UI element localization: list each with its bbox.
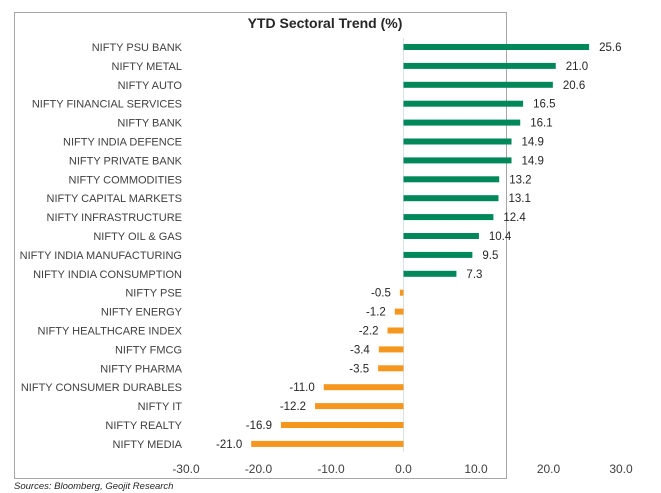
category-label: NIFTY PSU BANK [92,42,183,54]
bar [403,62,556,69]
category-label: NIFTY PRIVATE BANK [69,155,183,167]
category-label: NIFTY FMCG [115,344,182,356]
category-label: NIFTY IT [138,401,183,413]
value-label: -3.5 [349,363,369,375]
category-label: NIFTY CONSUMER DURABLES [21,382,182,394]
bar [378,365,404,372]
category-label: NIFTY COMMODITIES [69,174,182,186]
value-label: -3.4 [350,344,370,356]
value-label: -2.2 [359,326,379,338]
value-label: -12.2 [280,401,306,413]
category-label: NIFTY PSE [125,288,182,300]
value-label: 14.9 [522,155,544,167]
bar [403,119,521,126]
bar [403,138,512,145]
bars-group [251,44,590,447]
bar [403,176,500,183]
category-label: NIFTY INDIA DEFENCE [63,137,182,149]
bar [394,308,404,315]
source-note: Sources: Bloomberg, Geojit Research [14,481,174,492]
category-labels: NIFTY PSU BANK NIFTY METAL NIFTY AUTO NIFTY… [20,42,183,451]
value-label: -1.2 [366,307,386,319]
x-axis-ticks: -30.0 -20.0 -10.0 0.0 10.0 20.0 30.0 [172,462,633,476]
category-label: NIFTY METAL [112,61,183,73]
value-label: 12.4 [503,212,526,224]
value-label: 21.0 [566,61,588,73]
x-tick-label: -20.0 [245,462,273,476]
chart-title: YTD Sectoral Trend (%) [248,15,403,31]
value-label: 20.6 [563,80,585,92]
category-label: NIFTY INDIA MANUFACTURING [20,250,182,262]
category-label: NIFTY FINANCIAL SERVICES [32,99,182,111]
x-tick-label: 20.0 [537,462,561,476]
value-label: -21.0 [216,439,242,451]
bar [403,195,499,202]
category-label: NIFTY ENERGY [101,307,183,319]
value-label: 7.3 [466,269,482,281]
value-label: 14.9 [522,137,544,149]
bar [403,270,457,277]
value-label: -11.0 [289,382,314,394]
value-label: 9.5 [482,250,498,262]
x-tick-label: -10.0 [317,462,345,476]
category-label: NIFTY INDIA CONSUMPTION [33,269,182,281]
bar [315,403,404,410]
value-label: 16.5 [533,99,555,111]
category-label: NIFTY PHARMA [100,363,182,375]
value-label: -0.5 [371,288,391,300]
x-tick-label: 10.0 [464,462,488,476]
chart-frame [14,12,507,479]
value-label: 13.1 [508,193,530,205]
bar [403,44,590,50]
category-label: NIFTY REALTY [105,420,182,432]
bar [403,233,479,239]
bar [378,346,404,353]
value-label: 25.6 [599,42,621,54]
category-label: NIFTY OIL & GAS [93,231,182,243]
bar [280,422,404,428]
x-tick-label: 30.0 [609,462,633,476]
bar [403,157,512,164]
bar [403,214,494,221]
value-labels: 25.6 21.0 20.6 16.5 16.1 14.9 14.9 13.2 13.1 12.4… [216,42,621,451]
value-label: -16.9 [246,420,272,432]
value-label: 16.1 [530,118,552,130]
x-tick-label: -30.0 [172,462,200,476]
bar [251,440,404,447]
bar [403,81,553,88]
category-label: NIFTY INFRASTRUCTURE [47,212,182,224]
category-label: NIFTY MEDIA [113,439,183,451]
bar [403,251,473,258]
bar [403,100,524,107]
bar [323,384,404,391]
value-label: 10.4 [489,231,512,243]
category-label: NIFTY CAPITAL MARKETS [47,193,183,205]
bar [387,327,404,334]
x-tick-label: 0.0 [395,462,412,476]
category-label: NIFTY BANK [117,118,182,130]
category-label: NIFTY AUTO [118,80,183,92]
category-label: NIFTY HEALTHCARE INDEX [38,326,183,338]
bar [399,289,404,296]
value-label: 13.2 [509,174,531,186]
